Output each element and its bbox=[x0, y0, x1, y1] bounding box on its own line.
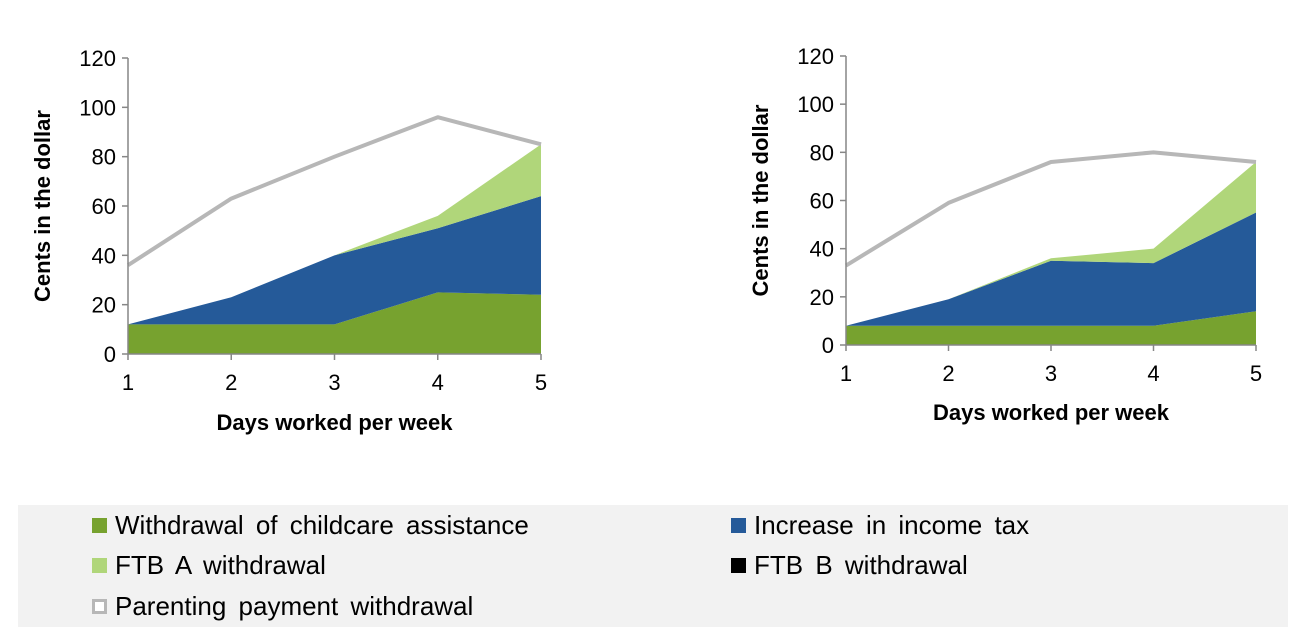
legend-swatch-childcare bbox=[92, 518, 107, 533]
legend-item-ftb-b: FTB B withdrawal bbox=[731, 550, 968, 581]
y-tick-label: 100 bbox=[797, 92, 834, 117]
legend-item-childcare: Withdrawal of childcare assistance bbox=[92, 510, 529, 541]
y-axis-title: Cents in the dollar bbox=[30, 110, 55, 302]
x-tick-label: 1 bbox=[840, 361, 852, 386]
y-tick-label: 80 bbox=[810, 140, 834, 165]
legend-label: Increase in income tax bbox=[754, 510, 1030, 540]
legend: Withdrawal of childcare assistance Incre… bbox=[18, 505, 1288, 627]
legend-swatch-parenting bbox=[92, 599, 107, 614]
x-tick-label: 3 bbox=[328, 370, 340, 395]
legend-label: Withdrawal of childcare assistance bbox=[115, 510, 529, 540]
y-tick-label: 40 bbox=[92, 243, 116, 268]
legend-item-income-tax: Increase in income tax bbox=[731, 510, 1029, 541]
chart-1: 0 20 40 60 80 100 120 1 2 3 4 5 Days worked per week… bbox=[30, 46, 547, 435]
chart-2: 0 20 40 60 80 100 120 1 2 3 4 5 Days worked per week… bbox=[748, 44, 1262, 425]
y-tick-label: 40 bbox=[810, 237, 834, 262]
series-parenting-outline bbox=[126, 115, 542, 267]
series-ftb-a-area bbox=[846, 161, 1256, 326]
y-tick-label: 60 bbox=[92, 194, 116, 219]
legend-swatch-income-tax bbox=[731, 518, 746, 533]
x-tick-label: 3 bbox=[1045, 361, 1057, 386]
series-income-tax-area bbox=[846, 212, 1256, 326]
legend-label: Parenting payment withdrawal bbox=[115, 591, 474, 621]
x-tick-label: 5 bbox=[1250, 361, 1262, 386]
y-axis-title: Cents in the dollar bbox=[748, 104, 773, 296]
y-tick-label: 120 bbox=[797, 44, 834, 69]
y-tick-label: 20 bbox=[92, 293, 116, 318]
x-tick-label: 2 bbox=[942, 361, 954, 386]
legend-item-parenting: Parenting payment withdrawal bbox=[92, 591, 473, 622]
y-tick-label: 0 bbox=[822, 333, 834, 358]
legend-label: FTB A withdrawal bbox=[115, 550, 326, 580]
x-tick-label: 4 bbox=[1147, 361, 1159, 386]
x-axis-title: Days worked per week bbox=[933, 400, 1170, 425]
x-axis-title: Days worked per week bbox=[216, 410, 453, 435]
series-childcare-area bbox=[846, 311, 1256, 345]
y-tick-label: 0 bbox=[104, 342, 116, 367]
y-tick-label: 20 bbox=[810, 285, 834, 310]
y-tick-label: 60 bbox=[810, 189, 834, 214]
series-childcare-area bbox=[128, 292, 541, 354]
x-tick-label: 5 bbox=[535, 370, 547, 395]
legend-item-ftb-a: FTB A withdrawal bbox=[92, 550, 326, 581]
series-parenting-outline bbox=[844, 150, 1257, 268]
x-tick-label: 4 bbox=[432, 370, 444, 395]
x-tick-label: 1 bbox=[122, 370, 134, 395]
y-tick-label: 80 bbox=[92, 145, 116, 170]
x-tick-label: 2 bbox=[225, 370, 237, 395]
y-tick-label: 100 bbox=[79, 95, 116, 120]
legend-swatch-ftb-a bbox=[92, 558, 107, 573]
legend-swatch-ftb-b bbox=[731, 558, 746, 573]
legend-label: FTB B withdrawal bbox=[754, 550, 968, 580]
y-tick-label: 120 bbox=[79, 46, 116, 71]
